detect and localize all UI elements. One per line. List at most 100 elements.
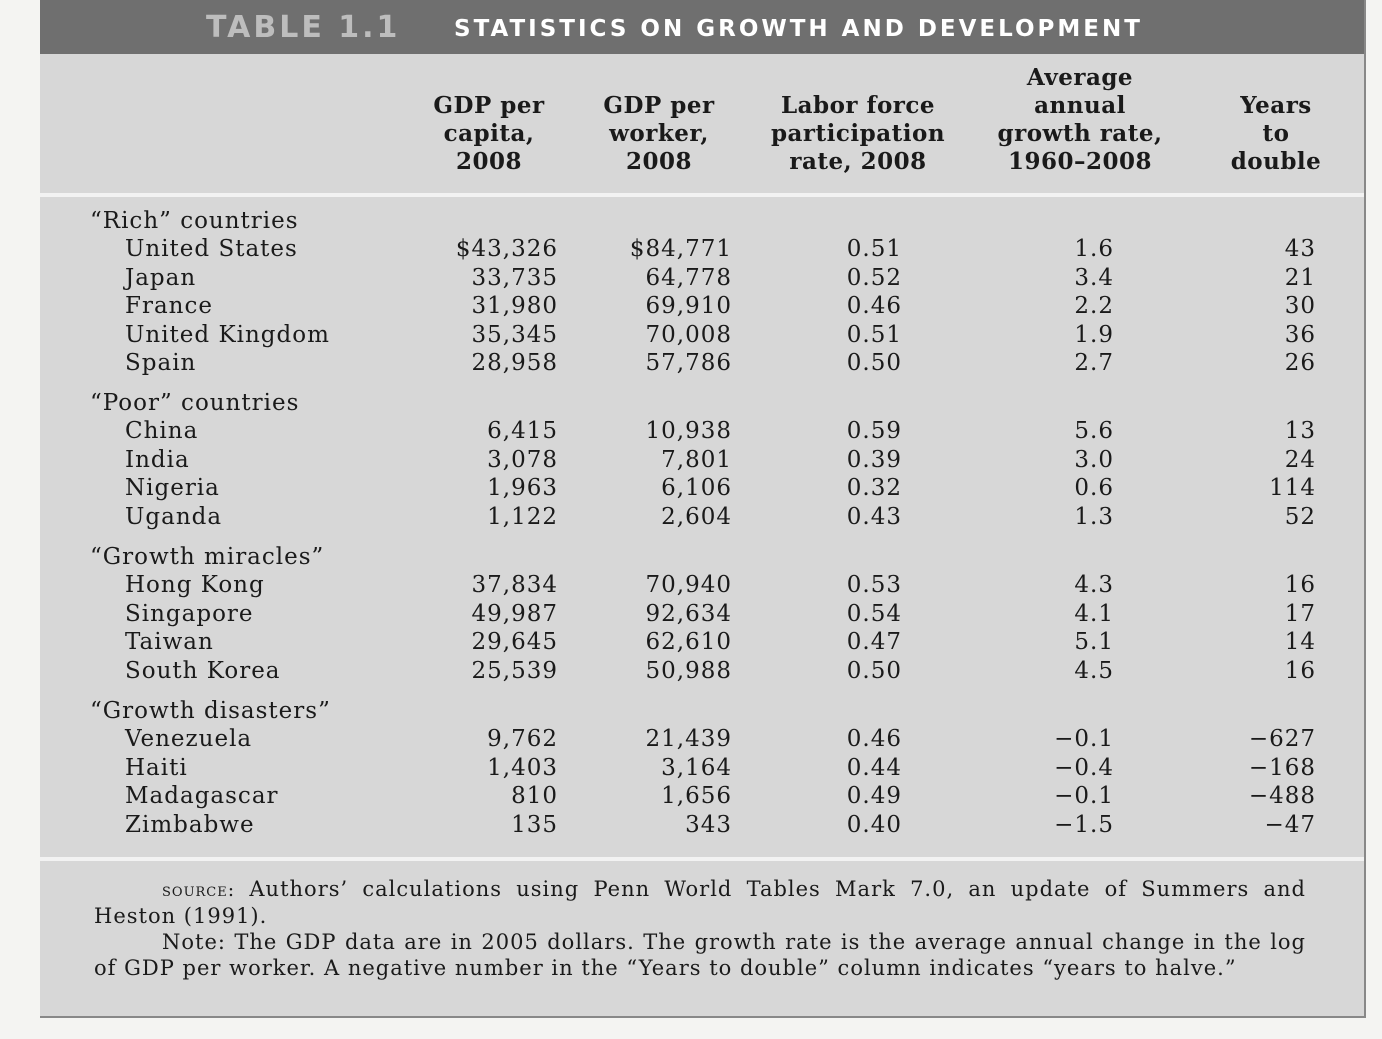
table-cell: 17 bbox=[1284, 600, 1316, 627]
column-header-line: 2008 bbox=[455, 148, 522, 175]
table-title-bar: TABLE 1.1 STATISTICS ON GROWTH AND DEVEL… bbox=[40, 0, 1364, 54]
table-cell: 16 bbox=[1284, 572, 1316, 598]
column-header: Labor force participation rate, 2008 bbox=[743, 92, 973, 176]
table-cell: −168 bbox=[1248, 754, 1316, 781]
country-name: Haiti bbox=[125, 754, 188, 781]
table-notes: source: Authors’ calculations using Penn… bbox=[94, 876, 1306, 981]
table-row: India 3,078 7,801 0.39 3.0 24 bbox=[40, 447, 1364, 475]
table-row: Zimbabwe 135 343 0.40 −1.5 −47 bbox=[40, 812, 1364, 840]
group-label: “Growth disasters” bbox=[90, 698, 331, 724]
column-header-line: GDP per bbox=[433, 92, 545, 119]
table-cell: 16 bbox=[1284, 657, 1316, 684]
table-cell: 13 bbox=[1284, 418, 1316, 444]
table-cell: 28,958 bbox=[471, 350, 558, 376]
source-label: source: bbox=[162, 879, 236, 901]
country-name: Japan bbox=[125, 264, 197, 291]
column-header-line: Years bbox=[1240, 92, 1312, 119]
table-row: France 31,980 69,910 0.46 2.2 30 bbox=[40, 293, 1364, 321]
table-cell: 5.6 bbox=[1074, 418, 1114, 444]
country-name: Madagascar bbox=[125, 783, 279, 809]
table-cell: 1.3 bbox=[1074, 503, 1114, 530]
table-cell: 0.6 bbox=[1074, 475, 1114, 501]
table-cell: 2.7 bbox=[1074, 350, 1114, 376]
header-rule bbox=[40, 193, 1364, 197]
country-name: India bbox=[125, 446, 190, 473]
table-cell: −0.1 bbox=[1054, 783, 1114, 809]
table-row: Haiti 1,403 3,164 0.44 −0.4 −168 bbox=[40, 755, 1364, 783]
table-cell: 49,987 bbox=[471, 600, 558, 627]
country-name: South Korea bbox=[125, 657, 281, 684]
table-row: Taiwan 29,645 62,610 0.47 5.1 14 bbox=[40, 629, 1364, 657]
column-header-line: participation bbox=[770, 120, 946, 147]
table-cell: 37,834 bbox=[471, 572, 558, 598]
table-cell: 0.49 bbox=[846, 783, 902, 809]
table-row: Singapore 49,987 92,634 0.54 4.1 17 bbox=[40, 601, 1364, 629]
table-cell: 0.59 bbox=[846, 418, 902, 444]
table-cell: 0.50 bbox=[846, 350, 902, 376]
table-cell: 0.47 bbox=[846, 629, 902, 655]
table-row: Uganda 1,122 2,604 0.43 1.3 52 bbox=[40, 504, 1364, 532]
table-cell: 0.44 bbox=[846, 754, 902, 781]
table-cell: 50,988 bbox=[645, 657, 732, 684]
table-row: Madagascar 810 1,656 0.49 −0.1 −488 bbox=[40, 783, 1364, 811]
table-cell: −47 bbox=[1264, 811, 1316, 838]
table-cell: 14 bbox=[1284, 629, 1316, 655]
table-cell: 6,415 bbox=[487, 418, 558, 444]
country-name: China bbox=[125, 418, 199, 444]
table-cell: −488 bbox=[1248, 783, 1316, 809]
table-cell: 7,801 bbox=[661, 446, 732, 473]
table-row: Spain 28,958 57,786 0.50 2.7 26 bbox=[40, 350, 1364, 378]
country-name: Zimbabwe bbox=[125, 811, 255, 838]
table-cell: 3,078 bbox=[487, 446, 558, 473]
gdp-note: Note: The GDP data are in 2005 dollars. … bbox=[94, 930, 1306, 980]
table-cell: 64,778 bbox=[645, 264, 732, 291]
table-cell: 4.3 bbox=[1074, 572, 1114, 598]
table-cell: 0.39 bbox=[846, 446, 902, 473]
table-cell: 1,122 bbox=[487, 503, 558, 530]
country-name: United Kingdom bbox=[125, 321, 330, 348]
column-header-line: rate, 2008 bbox=[789, 148, 927, 175]
table-cell: 43 bbox=[1284, 236, 1316, 262]
table-row: Venezuela 9,762 21,439 0.46 −0.1 −627 bbox=[40, 726, 1364, 754]
table-cell: 0.51 bbox=[846, 236, 902, 262]
column-header-line: growth rate, bbox=[997, 120, 1163, 147]
table-row: China 6,415 10,938 0.59 5.6 13 bbox=[40, 418, 1364, 446]
table-cell: 0.54 bbox=[846, 600, 902, 627]
table-cell: 52 bbox=[1284, 503, 1316, 530]
table-cell: 343 bbox=[685, 811, 732, 838]
table-cell: 3.0 bbox=[1074, 446, 1114, 473]
table-title: STATISTICS ON GROWTH AND DEVELOPMENT bbox=[454, 16, 1143, 42]
table-cell: 25,539 bbox=[471, 657, 558, 684]
table-cell: 30 bbox=[1284, 293, 1316, 319]
table-cell: 26 bbox=[1284, 350, 1316, 376]
footer-rule bbox=[40, 857, 1364, 861]
table-cell: 5.1 bbox=[1074, 629, 1114, 655]
table-cell: 4.5 bbox=[1074, 657, 1114, 684]
country-name: Spain bbox=[125, 350, 197, 376]
table-cell: 0.43 bbox=[846, 503, 902, 530]
table-cell: 31,980 bbox=[471, 293, 558, 319]
column-header: Years to double bbox=[1206, 92, 1346, 176]
table-cell: 0.46 bbox=[846, 726, 902, 752]
table-number: TABLE 1.1 bbox=[206, 10, 401, 45]
column-header-line: 2008 bbox=[625, 148, 692, 175]
country-name: Nigeria bbox=[125, 475, 220, 501]
table-cell: 0.46 bbox=[846, 293, 902, 319]
table-cell: 810 bbox=[511, 783, 558, 809]
column-header-line: GDP per bbox=[603, 92, 715, 119]
table-cell: 0.40 bbox=[846, 811, 902, 838]
table-cell: 0.51 bbox=[846, 321, 902, 348]
group-label: “Rich” countries bbox=[90, 208, 299, 234]
table-cell: 2.2 bbox=[1074, 293, 1114, 319]
table-cell: 0.53 bbox=[846, 572, 902, 598]
table-cell: −0.1 bbox=[1054, 726, 1114, 752]
table-cell: 2,604 bbox=[661, 503, 732, 530]
table-cell: 3.4 bbox=[1074, 264, 1114, 291]
source-text: Authors’ calculations using Penn World T… bbox=[94, 877, 1306, 928]
table-cell: 9,762 bbox=[487, 726, 558, 752]
table-cell: 0.52 bbox=[846, 264, 902, 291]
column-header-line: to bbox=[1262, 120, 1290, 147]
table-cell: 21 bbox=[1284, 264, 1316, 291]
table-cell: 114 bbox=[1269, 475, 1316, 501]
table-cell: −627 bbox=[1248, 726, 1316, 752]
